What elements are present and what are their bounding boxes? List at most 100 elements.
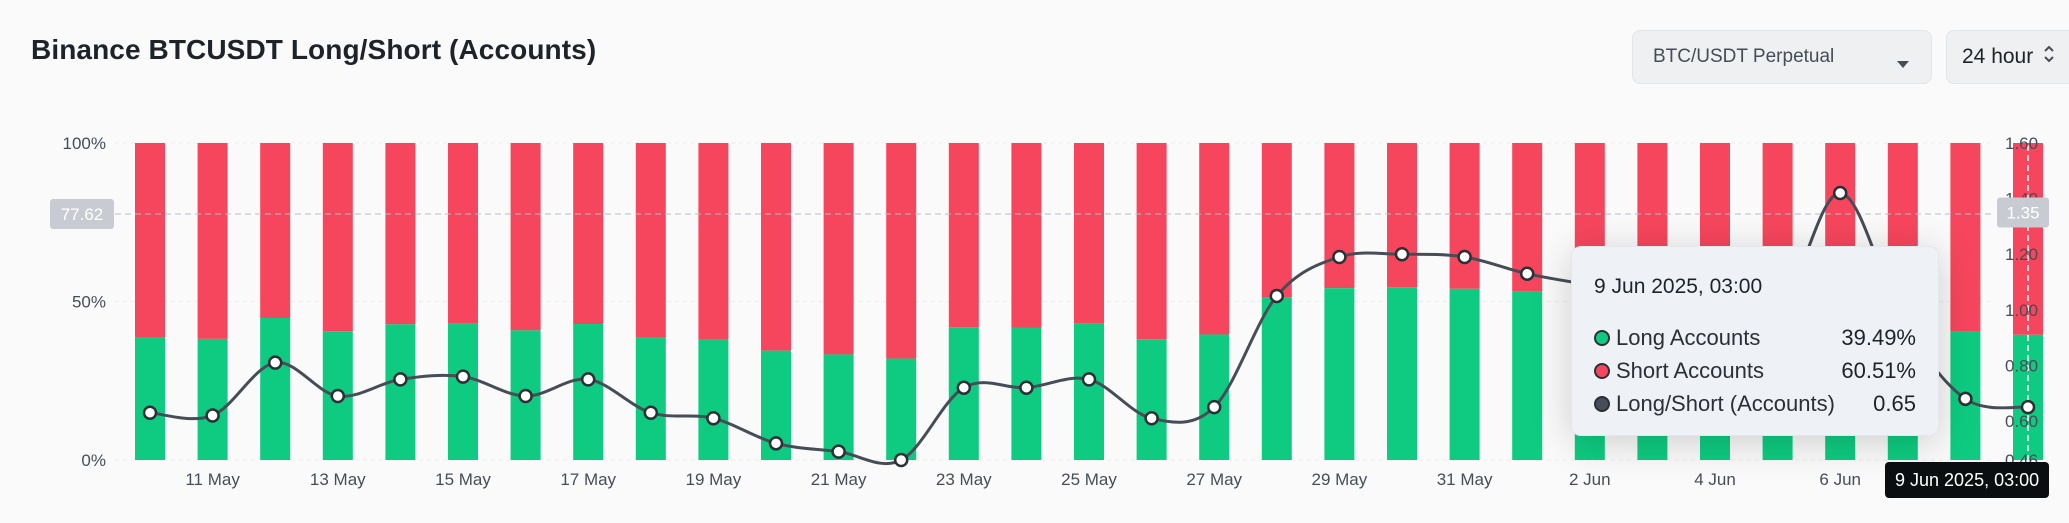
short-bar: [385, 143, 416, 325]
x-tick: 21 May: [811, 470, 867, 489]
short-bar: [1136, 143, 1167, 340]
crosshair-lines: [115, 135, 2029, 470]
x-tick: 23 May: [936, 470, 992, 489]
short-bar: [886, 143, 917, 359]
pair-select-value: BTC/USDT Perpetual: [1653, 46, 1835, 67]
y-right-tick: 1.20: [2005, 245, 2038, 264]
ratio-point: [956, 380, 972, 395]
x-tick: 4 Jun: [1694, 470, 1736, 489]
long-bar: [448, 323, 478, 460]
pair-select[interactable]: BTC/USDT Perpetual: [1632, 30, 1932, 84]
tooltip-row-short: Short Accounts 60.51%: [1594, 354, 1916, 387]
tooltip-title: 9 Jun 2025, 03:00: [1594, 275, 1763, 298]
ratio-point: [393, 372, 408, 387]
ratio-legend-dot: [1594, 395, 1610, 412]
ratio-point: [455, 369, 471, 384]
ratio-point: [580, 372, 596, 387]
long-bar: [1136, 339, 1167, 460]
ratio-point: [1019, 380, 1034, 395]
long-bar: [573, 324, 604, 460]
ratio-point: [706, 411, 721, 426]
ratio-point: [1519, 266, 1535, 281]
y-left-tick: 50%: [72, 293, 106, 312]
short-bar: [1387, 143, 1417, 288]
long-bar: [1387, 287, 1417, 460]
y-right-tick: 0.80: [2005, 356, 2038, 375]
short-bar: [1074, 143, 1104, 324]
short-bar: [698, 143, 729, 340]
ratio-point: [893, 452, 909, 468]
period-select[interactable]: 24 hour: [1946, 30, 2069, 84]
ratio-point: [1832, 185, 1848, 201]
ratio-point: [1206, 399, 1222, 415]
long-bar: [385, 324, 416, 460]
y-right-tick: 0.60: [2005, 412, 2038, 431]
long-bar: [135, 337, 165, 460]
y-left-tick: 100%: [63, 134, 106, 153]
short-bar: [761, 143, 791, 351]
long-bar: [260, 317, 291, 460]
long-bar: [886, 358, 917, 460]
long-bar: [1449, 288, 1480, 460]
crosshair-right-value: 1.35: [2006, 204, 2039, 223]
short-bar: [948, 143, 979, 328]
short-bar: [1199, 143, 1230, 335]
tooltip-row-long: Long Accounts 39.49%: [1594, 321, 1916, 354]
ratio-point: [2020, 399, 2036, 415]
long-bar: [1512, 291, 1543, 460]
long-bar: [698, 339, 729, 460]
ratio-point: [205, 408, 220, 423]
ratio-point: [831, 444, 846, 459]
bars-group: [135, 143, 2043, 460]
ratio-point: [1269, 288, 1285, 304]
crosshair-right-badge: [1997, 197, 2049, 228]
axes-group: 0%50%100%0.460.600.801.001.201.401.6011 …: [50, 134, 2049, 489]
x-tick: 2 Jun: [1569, 470, 1611, 489]
y-left-tick: 0%: [81, 451, 106, 470]
ratio-point: [1144, 411, 1159, 426]
long-legend-dot: [1594, 329, 1610, 346]
ratio-point: [1394, 246, 1410, 262]
short-bar: [573, 143, 604, 325]
y-right-tick: 1.60: [2005, 134, 2038, 153]
ratio-point: [330, 388, 346, 404]
page-title: Binance BTCUSDT Long/Short (Accounts): [31, 34, 597, 65]
ratio-point: [267, 355, 283, 370]
y-right-tick: 1.00: [2005, 301, 2038, 320]
x-tick: 15 May: [435, 470, 491, 489]
short-legend-dot: [1594, 362, 1610, 379]
ratio-point: [768, 436, 784, 451]
x-tick: 19 May: [686, 470, 742, 489]
ratio-point: [1958, 391, 1973, 407]
long-bar: [197, 338, 228, 460]
short-bar: [1449, 143, 1480, 289]
short-bar: [1324, 143, 1355, 289]
short-bar: [1950, 143, 1981, 332]
short-bar: [197, 143, 228, 339]
short-bar: [135, 143, 165, 338]
ratio-point: [1457, 249, 1472, 265]
long-bar: [1261, 297, 1292, 460]
long-bar: [635, 337, 666, 460]
chart-tooltip: 9 Jun 2025, 03:00 Long Accounts 39.49% S…: [1571, 246, 1939, 436]
ratio-point: [643, 405, 659, 420]
crosshair-x-label: 9 Jun 2025, 03:00: [1885, 462, 2050, 498]
tooltip-short-value: 60.51%: [1841, 357, 1916, 383]
ratio-point: [1332, 249, 1347, 265]
crosshair-left-value: 77.62: [61, 205, 104, 224]
short-bar: [823, 143, 854, 355]
x-tick: 27 May: [1186, 470, 1242, 489]
x-tick: 31 May: [1437, 470, 1493, 489]
short-bar: [1261, 143, 1292, 298]
tooltip-short-label: Short Accounts: [1616, 357, 1764, 383]
short-bar: [1011, 143, 1042, 328]
ratio-point: [1081, 372, 1097, 387]
x-tick: 17 May: [560, 470, 616, 489]
chevron-down-icon: [1897, 53, 1909, 75]
tooltip-ratio-value: 0.65: [1873, 390, 1916, 416]
tooltip-long-label: Long Accounts: [1616, 324, 1761, 350]
x-tick: 11 May: [185, 470, 240, 489]
ratio-point: [142, 405, 158, 420]
short-bar: [322, 143, 353, 332]
short-bar: [448, 143, 478, 324]
